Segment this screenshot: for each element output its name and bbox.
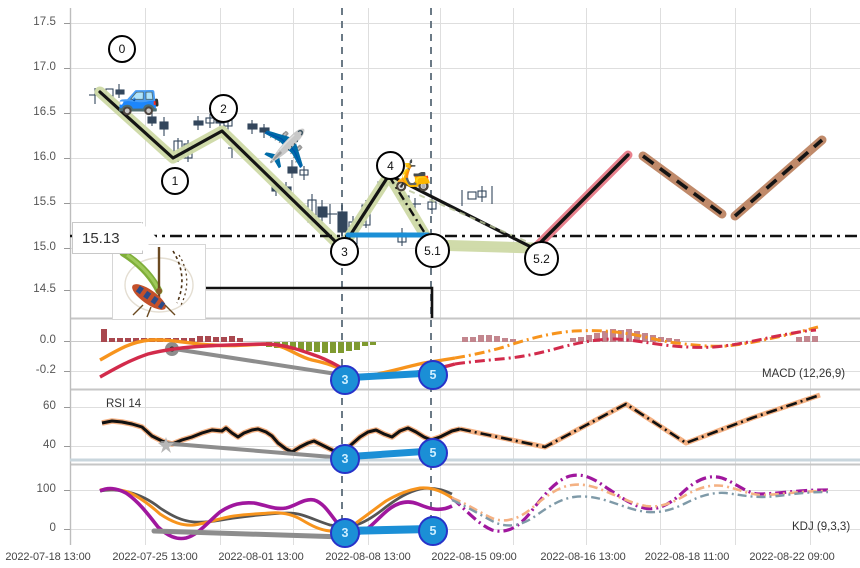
pivot-badge-2[interactable]: 2: [209, 94, 238, 123]
rsi-badge-3-label: 3: [341, 452, 349, 466]
macd-trendline: [166, 346, 345, 377]
y-tick-price-15-0: 15.0: [33, 241, 56, 253]
y-tick-kdj-0: 0: [49, 522, 56, 534]
rsi-trendline: [160, 441, 346, 460]
kdj-trendline: [151, 528, 347, 540]
y-tick-rsi-40: 40: [43, 439, 56, 451]
macd-badge-3[interactable]: 3: [330, 365, 360, 395]
pivot-badge-0-label: 0: [118, 42, 126, 56]
kdj-k-line: [99, 486, 453, 533]
airplane-sticker: ✈️: [262, 128, 307, 169]
x-tick-3: 2022-08-08 13:00: [325, 551, 411, 563]
y-tick-price-16-0: 16.0: [33, 151, 56, 163]
pivot-badge-4-label: 4: [387, 158, 394, 173]
pivot-badge-51[interactable]: 5.1: [415, 233, 450, 268]
macd-badge-5[interactable]: 5: [418, 360, 448, 390]
rsi-badge-3[interactable]: 3: [330, 444, 360, 474]
pivot-badge-3-label: 3: [341, 244, 348, 259]
kdj-badge-5[interactable]: 5: [418, 516, 448, 546]
insect-stamp-thumbnail[interactable]: [112, 244, 206, 320]
kdj-j-forecast: [450, 473, 829, 533]
y-tick-price-16-5: 16.5: [33, 106, 56, 118]
forecast-down-line: [641, 154, 724, 216]
rsi-line: [101, 419, 343, 455]
y-tick-kdj-100: 100: [36, 483, 56, 495]
kdj-panel-label: KDJ (9,3,3): [792, 521, 851, 533]
rsi-star-marker: [158, 437, 174, 453]
kdj-badge-3-label: 3: [341, 526, 349, 540]
price-level-value: 15.13: [82, 229, 120, 247]
price-tag-arrow: [140, 222, 156, 252]
pivot-badge-51-label: 5.1: [424, 243, 441, 258]
pivot-badge-52-label: 5.2: [533, 251, 550, 266]
rsi-panel-label: RSI 14: [106, 398, 142, 410]
zigzag-ghost: [388, 181, 531, 244]
y-tick-price-17-0: 17.0: [33, 61, 56, 73]
pivot-badge-1-label: 1: [171, 174, 179, 188]
pivot-badge-2-label: 2: [220, 101, 227, 116]
rsi-badge-5-label: 5: [429, 446, 437, 460]
y-tick-price-17-5: 17.5: [33, 16, 56, 28]
kdj-j-line: [99, 486, 453, 541]
y-tick-macd-neg02: -0.2: [35, 364, 56, 376]
price-level-tag[interactable]: 15.13: [72, 222, 158, 254]
pivot-badge-0[interactable]: 0: [108, 35, 136, 63]
y-tick-price-15-5: 15.5: [33, 196, 56, 208]
zigzag-line: [98, 90, 535, 250]
forecast-up-line: [533, 153, 630, 250]
kdj-badge-5-label: 5: [429, 524, 437, 538]
y-tick-rsi-60: 60: [43, 400, 56, 412]
macd-dif-line: [99, 338, 456, 378]
segment-4-to-51: [387, 175, 433, 244]
car-sticker: 🚙: [117, 77, 161, 116]
y-tick-macd-0: 0.0: [39, 334, 56, 346]
x-tick-1: 2022-07-25 13:00: [112, 551, 198, 563]
kdj-k-forecast: [451, 483, 829, 522]
macd-panel-label: MACD (12,26,9): [762, 368, 846, 380]
rsi-badge-5[interactable]: 5: [418, 438, 448, 468]
forecast-up2-line: [733, 138, 824, 218]
pivot-badge-4[interactable]: 4: [376, 151, 405, 180]
x-tick-4: 2022-08-15 09:00: [431, 551, 517, 563]
pivot-badge-1[interactable]: 1: [161, 167, 189, 195]
x-tick-6: 2022-08-18 11:00: [644, 551, 730, 563]
pivot-badge-52[interactable]: 5.2: [524, 241, 559, 276]
macd-badge-5-label: 5: [429, 368, 437, 382]
pivot-badge-3[interactable]: 3: [330, 237, 359, 266]
kdj-d-forecast: [451, 490, 829, 527]
macd-badge-3-label: 3: [341, 373, 349, 387]
x-tick-5: 2022-08-16 13:00: [540, 551, 626, 563]
x-tick-7: 2022-08-22 09:00: [749, 551, 835, 563]
y-tick-price-14-5: 14.5: [33, 283, 56, 295]
rsi-forecast-line: [459, 393, 821, 449]
x-tick-0: 2022-07-18 13:00: [5, 551, 91, 563]
kdj-badge-3[interactable]: 3: [330, 518, 360, 548]
annotation-bracket: [205, 286, 434, 318]
x-tick-2: 2022-08-01 13:00: [218, 551, 304, 563]
